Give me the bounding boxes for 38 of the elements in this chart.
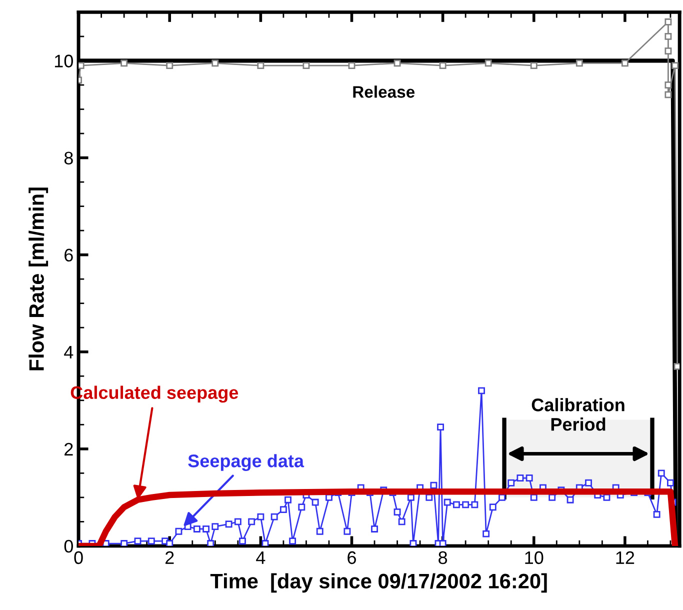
point	[664, 32, 672, 40]
point	[78, 62, 84, 70]
y-tick-label: 0	[64, 540, 73, 553]
point	[664, 82, 672, 88]
point	[394, 60, 401, 67]
x-tick-label: 2	[166, 551, 174, 564]
point	[166, 62, 174, 70]
x-tick-label: 12	[616, 551, 634, 564]
point	[212, 60, 219, 67]
y-tick-label: 8	[64, 152, 73, 164]
point	[348, 62, 356, 70]
point	[484, 60, 492, 67]
point	[672, 62, 679, 70]
y-tick-label: 4	[64, 346, 74, 358]
point	[664, 91, 672, 98]
band-label: Calibration Period	[532, 398, 624, 431]
point	[664, 48, 672, 54]
x-tick-label: 6	[348, 551, 356, 564]
point	[439, 62, 446, 70]
x-tick-label: 10	[525, 551, 544, 564]
point	[576, 60, 583, 67]
point	[621, 60, 628, 67]
point	[664, 18, 672, 26]
point	[302, 62, 310, 70]
point	[530, 62, 538, 70]
y-tick-label: 6	[64, 248, 73, 262]
x-tick-label: 8	[438, 551, 448, 564]
annotation: Release	[353, 86, 415, 98]
point	[674, 362, 680, 370]
point	[257, 62, 264, 70]
y-tick-label: 2	[64, 442, 73, 456]
y-axis-title: Flow Rate [ml/min]	[28, 188, 48, 370]
x-tick-label: 4	[256, 551, 266, 564]
point	[120, 60, 128, 67]
annotation: Seepage data	[188, 454, 304, 471]
y-tick-label: 10	[54, 54, 73, 68]
x-tick-label: 0	[74, 551, 83, 564]
x-axis-title: Time [day since 09/17/2002 16:20]	[210, 573, 547, 593]
